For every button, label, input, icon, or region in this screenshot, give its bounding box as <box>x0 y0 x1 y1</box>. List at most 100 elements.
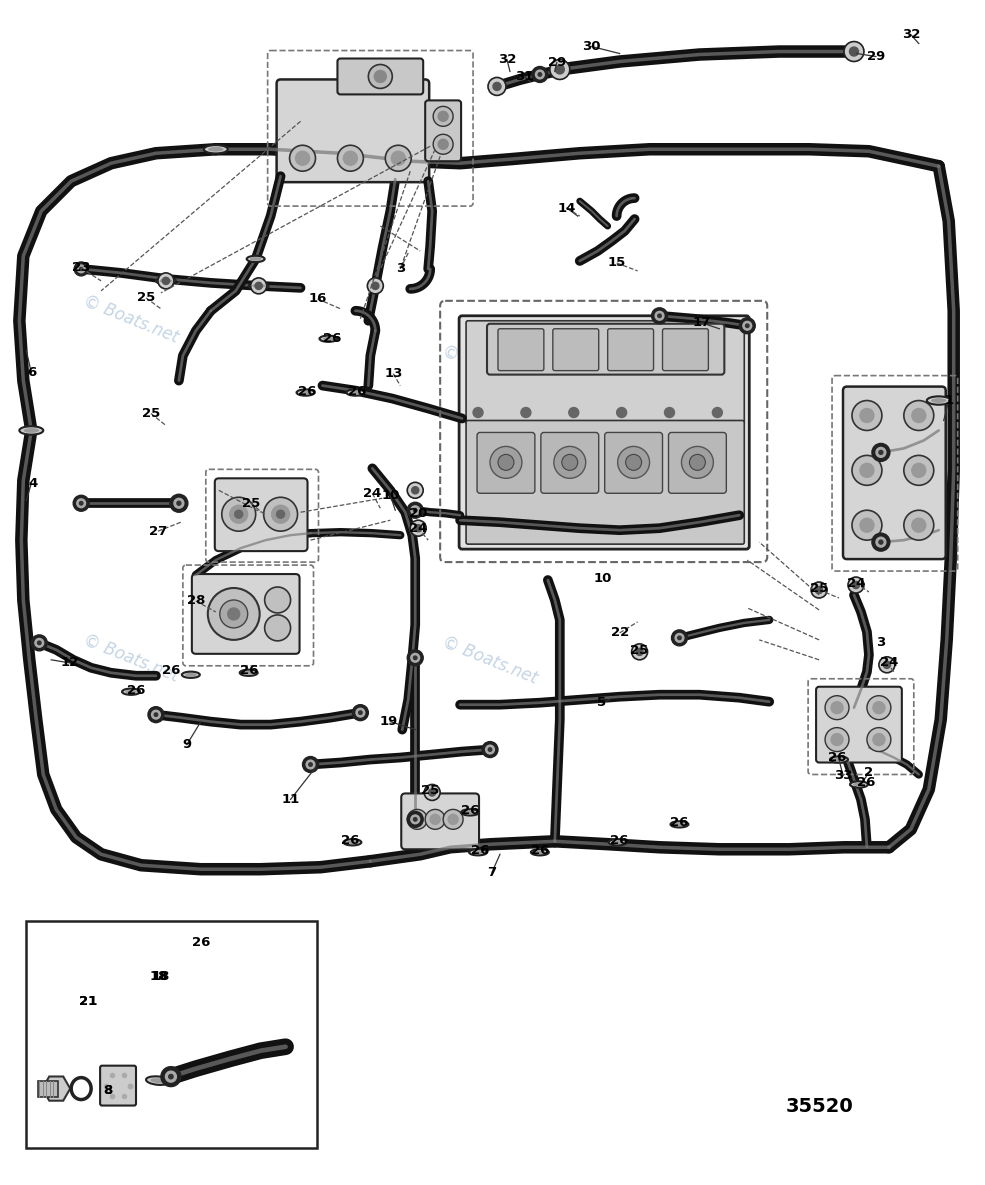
Ellipse shape <box>158 277 173 284</box>
Text: © Boats.net: © Boats.net <box>439 633 541 687</box>
Ellipse shape <box>182 672 200 678</box>
Circle shape <box>912 463 926 478</box>
Circle shape <box>486 745 494 754</box>
Circle shape <box>410 520 427 536</box>
FancyBboxPatch shape <box>459 315 750 549</box>
Circle shape <box>831 734 843 745</box>
Circle shape <box>879 450 883 454</box>
Circle shape <box>625 454 641 470</box>
FancyBboxPatch shape <box>541 433 599 493</box>
Ellipse shape <box>674 822 686 826</box>
Circle shape <box>265 615 291 641</box>
Bar <box>27 921 317 1148</box>
Circle shape <box>433 134 453 154</box>
Text: © Boats.net: © Boats.net <box>81 630 181 685</box>
Text: © Boats.net: © Boats.net <box>81 292 181 346</box>
Circle shape <box>356 709 364 717</box>
Text: 29: 29 <box>867 50 886 63</box>
Circle shape <box>73 495 89 511</box>
Circle shape <box>712 408 722 417</box>
Text: 2: 2 <box>865 766 874 779</box>
FancyBboxPatch shape <box>338 58 424 95</box>
Circle shape <box>359 711 362 715</box>
Circle shape <box>651 308 668 324</box>
Ellipse shape <box>251 283 267 289</box>
Circle shape <box>554 447 586 479</box>
Text: 32: 32 <box>497 53 516 66</box>
Circle shape <box>77 499 86 507</box>
Circle shape <box>482 742 498 757</box>
Circle shape <box>825 696 849 719</box>
Ellipse shape <box>156 277 176 284</box>
Circle shape <box>665 408 675 417</box>
Circle shape <box>492 83 501 90</box>
Circle shape <box>412 487 419 494</box>
Circle shape <box>152 710 161 719</box>
Text: 14: 14 <box>558 201 576 214</box>
Text: 18: 18 <box>150 971 168 984</box>
Text: 6: 6 <box>27 366 35 379</box>
Text: 25: 25 <box>241 497 260 510</box>
Circle shape <box>32 635 47 651</box>
Circle shape <box>222 498 256 531</box>
Ellipse shape <box>531 850 549 856</box>
Text: 3: 3 <box>877 636 886 649</box>
Text: 17: 17 <box>692 316 710 329</box>
Circle shape <box>521 408 531 417</box>
Circle shape <box>631 643 647 660</box>
Text: 26: 26 <box>611 834 628 847</box>
Text: 10: 10 <box>594 571 612 584</box>
Circle shape <box>220 600 247 628</box>
Circle shape <box>904 455 934 486</box>
Circle shape <box>879 656 894 673</box>
Circle shape <box>148 706 164 723</box>
Text: 26: 26 <box>857 776 875 789</box>
Circle shape <box>367 278 383 294</box>
Circle shape <box>488 77 506 96</box>
Text: 31: 31 <box>515 70 533 83</box>
Circle shape <box>228 608 239 620</box>
Circle shape <box>155 713 158 717</box>
Text: 30: 30 <box>582 40 601 53</box>
Circle shape <box>536 70 545 79</box>
Ellipse shape <box>830 756 848 763</box>
Circle shape <box>296 152 309 165</box>
Circle shape <box>860 463 874 478</box>
Circle shape <box>272 505 290 524</box>
Ellipse shape <box>344 839 361 845</box>
Circle shape <box>433 107 453 127</box>
Circle shape <box>428 789 435 796</box>
Text: 23: 23 <box>72 262 91 275</box>
Circle shape <box>743 321 752 331</box>
Circle shape <box>407 482 424 498</box>
Ellipse shape <box>122 688 140 694</box>
Circle shape <box>169 494 188 512</box>
Ellipse shape <box>350 391 361 395</box>
FancyBboxPatch shape <box>215 479 307 551</box>
Ellipse shape <box>853 782 865 787</box>
Circle shape <box>411 653 420 662</box>
Ellipse shape <box>252 284 265 288</box>
Text: 26: 26 <box>323 332 342 345</box>
Text: 5: 5 <box>597 697 606 709</box>
Ellipse shape <box>24 428 39 433</box>
Circle shape <box>672 630 688 646</box>
Ellipse shape <box>609 839 626 845</box>
Circle shape <box>353 705 368 720</box>
Text: 32: 32 <box>901 28 920 41</box>
Circle shape <box>290 146 315 171</box>
Ellipse shape <box>347 840 359 844</box>
Circle shape <box>443 809 463 829</box>
Text: 26: 26 <box>341 834 360 847</box>
Ellipse shape <box>323 337 334 340</box>
FancyBboxPatch shape <box>401 794 479 850</box>
Circle shape <box>682 447 713 479</box>
Circle shape <box>489 748 492 751</box>
Text: 26: 26 <box>827 751 846 764</box>
Circle shape <box>473 408 483 417</box>
Circle shape <box>344 152 358 165</box>
Text: © Boats.net: © Boats.net <box>439 341 541 396</box>
Circle shape <box>414 818 417 821</box>
Text: 7: 7 <box>488 866 496 879</box>
Circle shape <box>848 577 864 592</box>
